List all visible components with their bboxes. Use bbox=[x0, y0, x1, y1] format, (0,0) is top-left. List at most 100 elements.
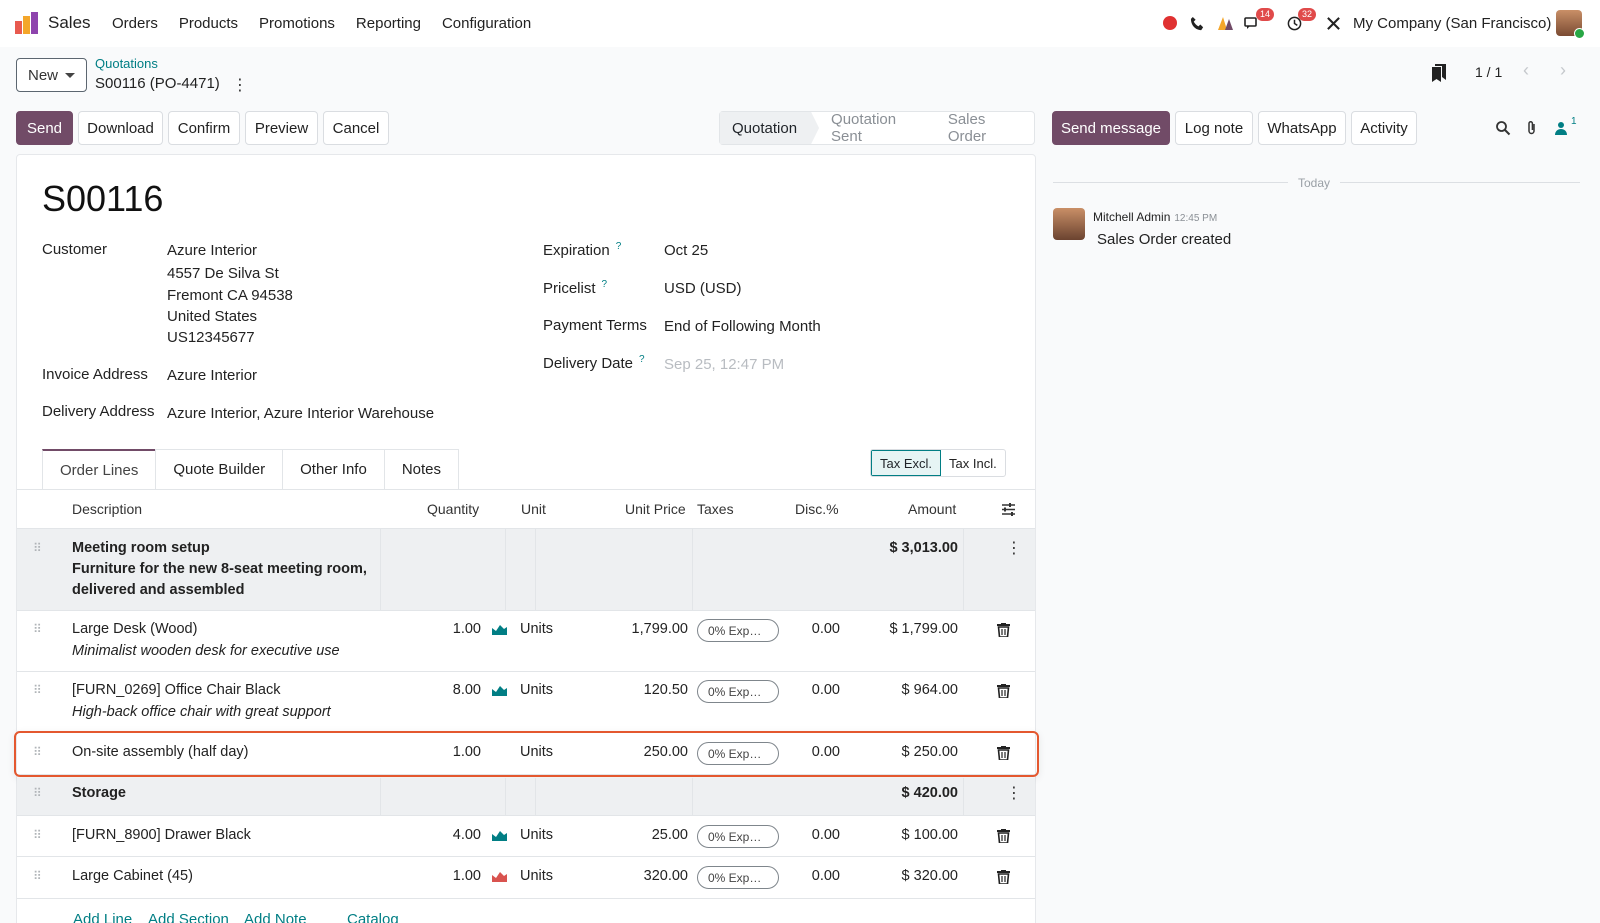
menu-reporting[interactable]: Reporting bbox=[355, 15, 421, 32]
clock-icon[interactable] bbox=[1284, 13, 1304, 33]
help-icon[interactable]: ? bbox=[639, 354, 645, 365]
forecast-chart-icon[interactable] bbox=[492, 623, 507, 635]
send-message-button[interactable]: Send message bbox=[1052, 111, 1170, 145]
menu-orders[interactable]: Orders bbox=[112, 15, 158, 32]
section-row[interactable] bbox=[17, 529, 1035, 611]
tax-tag[interactable]: 0% Exp… bbox=[697, 866, 779, 889]
drag-handle-icon[interactable]: ⠿ bbox=[33, 786, 42, 800]
trash-icon[interactable] bbox=[997, 870, 1010, 884]
col-discount[interactable]: Disc.% bbox=[795, 501, 839, 517]
menu-promotions[interactable]: Promotions bbox=[259, 15, 335, 32]
unit-price-field[interactable]: 250.00 bbox=[643, 744, 688, 760]
product-name[interactable]: Large Cabinet (45) bbox=[72, 868, 193, 884]
quantity-field[interactable]: 8.00 bbox=[452, 682, 481, 698]
add-line-link[interactable]: Add Line bbox=[73, 911, 133, 923]
forecast-chart-icon[interactable] bbox=[492, 829, 507, 841]
add-section-link[interactable]: Add Section bbox=[148, 911, 229, 923]
drag-handle-icon[interactable]: ⠿ bbox=[33, 622, 42, 636]
discount-field[interactable]: 0.00 bbox=[811, 744, 840, 760]
unit-field[interactable]: Units bbox=[520, 682, 554, 698]
tab-notes[interactable]: Notes bbox=[383, 449, 459, 489]
delivery-address-field[interactable]: Azure Interior, Azure Interior Warehouse bbox=[167, 405, 435, 422]
stage-quotation[interactable]: Quotation bbox=[720, 112, 820, 144]
section-menu-kebab-icon[interactable]: ⋮ bbox=[1006, 785, 1022, 802]
company-switcher[interactable]: My Company (San Francisco) bbox=[1353, 15, 1552, 32]
drag-handle-icon[interactable]: ⠿ bbox=[33, 745, 42, 759]
unit-field[interactable]: Units bbox=[520, 744, 554, 760]
download-button[interactable]: Download bbox=[78, 111, 163, 145]
optional-columns-icon[interactable] bbox=[1001, 502, 1016, 517]
table-row[interactable] bbox=[17, 672, 1035, 732]
menu-products[interactable]: Products bbox=[178, 15, 239, 32]
pager-next-icon[interactable]: › bbox=[1560, 60, 1566, 80]
send-button[interactable]: Send bbox=[16, 111, 73, 145]
trash-icon[interactable] bbox=[997, 684, 1010, 698]
stage-quotation-sent[interactable]: Quotation Sent bbox=[831, 111, 897, 145]
app-name[interactable]: Sales bbox=[48, 13, 91, 32]
discount-field[interactable]: 0.00 bbox=[811, 621, 840, 637]
sales-app-icon[interactable] bbox=[15, 12, 39, 34]
unit-field[interactable]: Units bbox=[520, 621, 554, 637]
unit-field[interactable]: Units bbox=[520, 868, 554, 884]
unit-field[interactable]: Units bbox=[520, 827, 554, 843]
discount-field[interactable]: 0.00 bbox=[811, 827, 840, 843]
unit-price-field[interactable]: 320.00 bbox=[643, 868, 688, 884]
table-row[interactable] bbox=[17, 816, 1035, 857]
col-unit[interactable]: Unit bbox=[521, 501, 546, 517]
quantity-field[interactable]: 1.00 bbox=[452, 744, 481, 760]
cancel-button[interactable]: Cancel bbox=[323, 111, 389, 145]
whatsapp-button[interactable]: WhatsApp bbox=[1258, 111, 1346, 145]
record-icon[interactable] bbox=[1160, 13, 1180, 33]
delivery-date-field[interactable]: Sep 25, 12:47 PM bbox=[664, 356, 785, 373]
confirm-button[interactable]: Confirm bbox=[168, 111, 240, 145]
quantity-field[interactable]: 4.00 bbox=[452, 827, 481, 843]
message-author-avatar[interactable] bbox=[1053, 208, 1085, 240]
col-amount[interactable]: Amount bbox=[908, 501, 957, 517]
drag-handle-icon[interactable]: ⠿ bbox=[33, 541, 42, 555]
quantity-field[interactable]: 1.00 bbox=[452, 868, 481, 884]
payment-terms-field[interactable]: End of Following Month bbox=[664, 318, 821, 335]
menu-configuration[interactable]: Configuration bbox=[441, 15, 532, 32]
user-avatar[interactable] bbox=[1556, 10, 1585, 39]
forecast-chart-icon[interactable] bbox=[492, 684, 507, 696]
log-note-button[interactable]: Log note bbox=[1175, 111, 1253, 145]
tools-icon[interactable] bbox=[1323, 13, 1343, 33]
preview-button[interactable]: Preview bbox=[245, 111, 318, 145]
tax-tag[interactable]: 0% Exp… bbox=[697, 825, 779, 848]
discount-field[interactable]: 0.00 bbox=[811, 682, 840, 698]
trash-icon[interactable] bbox=[997, 623, 1010, 637]
col-unit-price[interactable]: Unit Price bbox=[625, 501, 686, 517]
col-quantity[interactable]: Quantity bbox=[427, 501, 480, 517]
messages-icon[interactable] bbox=[1242, 13, 1262, 33]
tab-order-lines[interactable]: Order Lines bbox=[42, 449, 157, 489]
tax-excluded-toggle[interactable]: Tax Excl. bbox=[871, 450, 942, 476]
pager-value[interactable]: 1 / 1 bbox=[1475, 64, 1503, 80]
quantity-field[interactable]: 1.00 bbox=[452, 621, 481, 637]
trash-icon[interactable] bbox=[997, 746, 1010, 760]
bookmark-icon[interactable] bbox=[1432, 64, 1446, 82]
search-icon[interactable] bbox=[1495, 120, 1511, 136]
product-name[interactable]: [FURN_0269] Office Chair Black bbox=[72, 682, 281, 698]
phone-icon[interactable] bbox=[1187, 13, 1207, 33]
drag-handle-icon[interactable]: ⠿ bbox=[33, 869, 42, 883]
product-name[interactable]: [FURN_8900] Drawer Black bbox=[72, 827, 251, 843]
unit-price-field[interactable]: 1,799.00 bbox=[631, 621, 688, 637]
col-description[interactable]: Description bbox=[72, 501, 143, 517]
customer-name[interactable]: Azure Interior bbox=[167, 242, 258, 259]
table-row[interactable] bbox=[17, 611, 1035, 672]
catalog-link[interactable]: Catalog bbox=[347, 911, 399, 923]
table-row[interactable] bbox=[17, 733, 1035, 775]
help-icon[interactable]: ? bbox=[615, 241, 622, 252]
ai-icon[interactable] bbox=[1215, 13, 1235, 33]
add-note-link[interactable]: Add Note bbox=[244, 911, 307, 923]
unit-price-field[interactable]: 120.50 bbox=[643, 682, 688, 698]
product-name[interactable]: On-site assembly (half day) bbox=[72, 744, 249, 760]
stage-sales-order[interactable]: Sales Order bbox=[947, 111, 987, 145]
tax-tag[interactable]: 0% Exp… bbox=[697, 742, 779, 765]
new-button[interactable]: New bbox=[16, 58, 87, 92]
invoice-address-field[interactable]: Azure Interior bbox=[167, 367, 258, 384]
tax-included-toggle[interactable]: Tax Incl. bbox=[949, 455, 997, 471]
section-menu-kebab-icon[interactable]: ⋮ bbox=[1006, 540, 1022, 557]
tax-tag[interactable]: 0% Exp… bbox=[697, 619, 779, 642]
record-actions-kebab-icon[interactable]: ⋮ bbox=[232, 77, 248, 94]
